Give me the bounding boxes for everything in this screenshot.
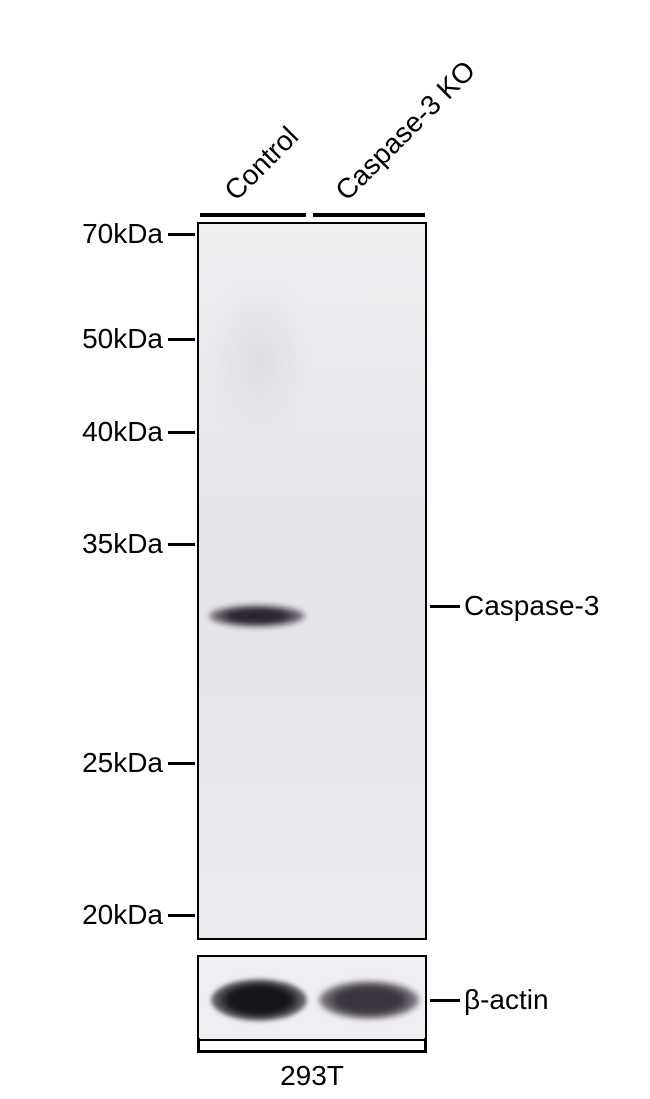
main-blot xyxy=(197,222,427,940)
ladder-tick-1 xyxy=(168,338,195,341)
right-label-0: Caspase-3 xyxy=(464,590,599,622)
ladder-label-1: 50kDa xyxy=(82,323,163,355)
ladder-label-0: 70kDa xyxy=(82,218,163,250)
actin-band-1 xyxy=(319,981,419,1019)
cell-line-drop-right xyxy=(424,1038,427,1050)
lane-underline-0 xyxy=(200,213,306,217)
lane-underline-1 xyxy=(313,213,425,217)
right-tick-0 xyxy=(430,605,460,608)
ladder-label-4: 25kDa xyxy=(82,747,163,779)
ladder-tick-4 xyxy=(168,762,195,765)
ladder-label-5: 20kDa xyxy=(82,899,163,931)
cell-line-bar xyxy=(197,1050,427,1053)
cell-line-label: 293T xyxy=(197,1060,427,1092)
ladder-tick-5 xyxy=(168,914,195,917)
ladder-tick-0 xyxy=(168,233,195,236)
lane-header-0: Control xyxy=(218,121,304,207)
cell-line-drop-left xyxy=(197,1038,200,1050)
actin-band-0 xyxy=(211,979,307,1021)
ladder-label-3: 35kDa xyxy=(82,528,163,560)
right-label-1: β-actin xyxy=(464,984,549,1016)
ladder-tick-2 xyxy=(168,431,195,434)
right-tick-1 xyxy=(430,999,460,1002)
ladder-label-2: 40kDa xyxy=(82,416,163,448)
actin-blot xyxy=(197,955,427,1041)
lane-header-1: Caspase-3 KO xyxy=(329,55,481,207)
caspase3-band-0 xyxy=(209,605,305,627)
ladder-tick-3 xyxy=(168,543,195,546)
faint-smudge xyxy=(213,284,305,434)
